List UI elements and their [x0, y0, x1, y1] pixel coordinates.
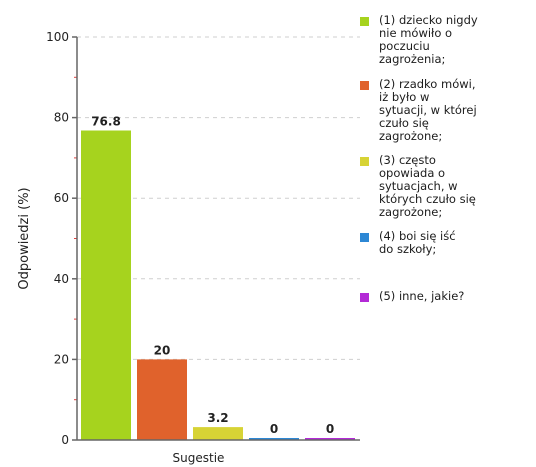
legend-item: (5) inne, jakie? [357, 290, 533, 303]
y-tick-label: 100 [46, 30, 69, 44]
legend-item: (1) dziecko nigdy nie mówiło o poczuciu … [357, 14, 533, 66]
y-axis-ticks: 0 20 40 60 80 100 [46, 30, 77, 447]
legend-item: (3) często opowiada o sytuacjach, w któr… [357, 154, 533, 219]
bar [137, 359, 187, 440]
legend: (1) dziecko nigdy nie mówiło o poczuciu … [357, 14, 533, 303]
legend-label: (1) dziecko nigdy nie mówiło o poczuciu … [379, 13, 478, 66]
legend-label: (4) boi się iść do szkoły; [379, 229, 456, 256]
data-label: 0 [326, 422, 334, 436]
legend-label: (5) inne, jakie? [379, 289, 465, 303]
legend-swatch [360, 233, 369, 242]
data-label: 20 [154, 343, 171, 357]
bar [81, 130, 131, 440]
y-axis-label: Odpowiedzi (%) [17, 187, 32, 289]
y-tick-label: 0 [61, 433, 69, 447]
bar [249, 438, 299, 440]
legend-swatch [360, 157, 369, 166]
legend-label: (3) często opowiada o sytuacjach, w któr… [379, 153, 476, 219]
legend-swatch [360, 293, 369, 302]
y-tick-label: 40 [54, 272, 69, 286]
legend-swatch [360, 81, 369, 90]
data-label: 0 [270, 422, 278, 436]
y-tick-label: 60 [54, 191, 69, 205]
y-tick-label: 80 [54, 111, 69, 125]
legend-item: (4) boi się iść do szkoły; [357, 230, 533, 256]
data-label: 3.2 [207, 411, 228, 425]
legend-label: (2) rzadko mówi, iż było w sytuacji, w k… [379, 77, 477, 143]
y-tick-label: 20 [54, 352, 69, 366]
bars: 76.8 20 3.2 0 0 [81, 114, 355, 440]
bar [193, 427, 243, 440]
data-label: 76.8 [91, 114, 121, 128]
bar [305, 438, 355, 440]
x-axis-label: Sugestie [173, 451, 225, 465]
legend-item: (2) rzadko mówi, iż było w sytuacji, w k… [357, 78, 533, 143]
gridlines [77, 36, 360, 360]
legend-swatch [360, 17, 369, 26]
